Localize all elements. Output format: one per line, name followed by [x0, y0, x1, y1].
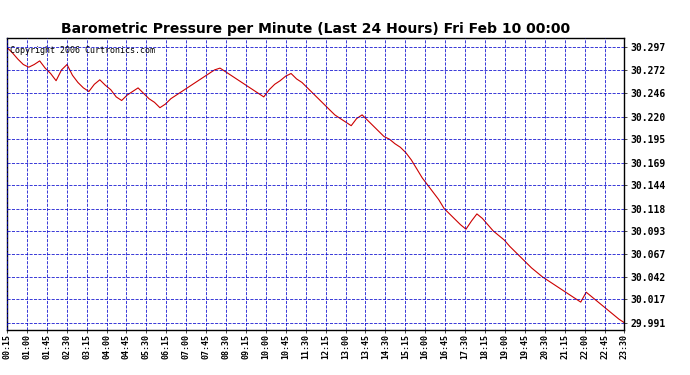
Text: Copyright 2006 Curtronics.com: Copyright 2006 Curtronics.com	[10, 46, 155, 55]
Title: Barometric Pressure per Minute (Last 24 Hours) Fri Feb 10 00:00: Barometric Pressure per Minute (Last 24 …	[61, 22, 570, 36]
